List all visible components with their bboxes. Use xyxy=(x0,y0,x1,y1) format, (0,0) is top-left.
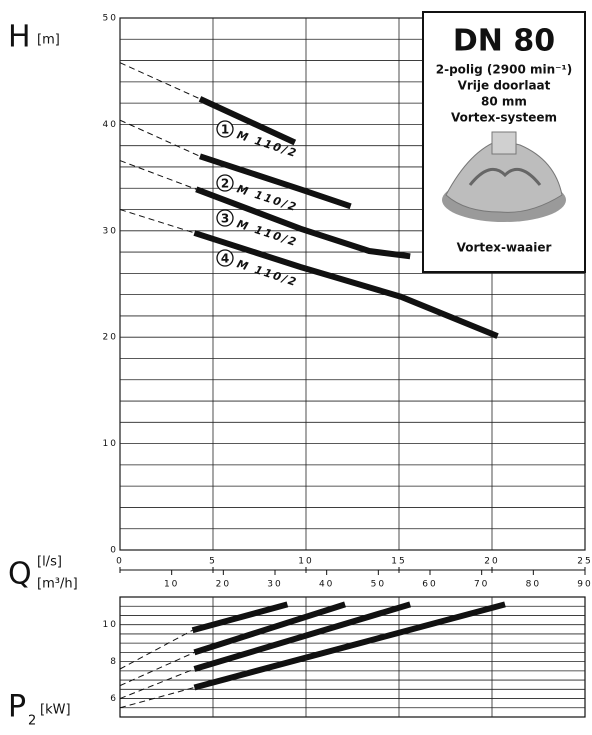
impeller-image xyxy=(442,131,566,222)
curve-number: 2 xyxy=(221,177,229,191)
h-label: H xyxy=(8,20,31,55)
curve xyxy=(199,153,352,210)
y-tick-label: 8 xyxy=(110,657,118,667)
y-tick-label: 10 xyxy=(103,620,118,630)
info-caption: Vortex-waaier xyxy=(457,241,552,255)
x2-tick-label: 80 xyxy=(526,580,541,590)
curve xyxy=(198,96,297,146)
p-label: P xyxy=(8,690,26,725)
x-tick-label: 15 xyxy=(391,557,406,567)
y-tick-label: 30 xyxy=(103,226,118,236)
x2-tick-label: 70 xyxy=(474,580,489,590)
info-box: DN 80 2-polig (2900 min⁻¹) Vrije doorlaa… xyxy=(422,11,586,273)
x2-tick-label: 60 xyxy=(422,580,437,590)
x-tick-label: 0 xyxy=(116,557,124,567)
q-unit-m3h: [m³/h] xyxy=(37,577,78,592)
extrapolation xyxy=(119,209,195,234)
curve-name: M 110/2 xyxy=(235,128,299,160)
y-tick-label: 50 xyxy=(103,14,118,24)
curve xyxy=(195,186,411,260)
curve-number-ring xyxy=(216,249,234,267)
x-tick-label: 10 xyxy=(298,557,313,567)
curve-number-ring xyxy=(216,120,234,138)
info-line: Vortex-systeem xyxy=(451,111,557,125)
x-tick-label: 25 xyxy=(577,557,592,567)
x2-tick-label: 10 xyxy=(164,580,179,590)
x2-tick-label: 90 xyxy=(577,580,592,590)
q-unit-ls: [l/s] xyxy=(37,555,62,570)
curve-number: 3 xyxy=(221,212,229,226)
extrapolation xyxy=(119,651,195,687)
x-tick-label: 20 xyxy=(484,557,499,567)
info-line: 2-polig (2900 min⁻¹) xyxy=(436,63,572,77)
curve-number-ring xyxy=(216,174,234,192)
y-tick-label: 10 xyxy=(103,439,118,449)
extrapolation xyxy=(119,160,197,190)
x2-tick-label: 40 xyxy=(319,580,334,590)
x2-tick-label: 30 xyxy=(267,580,282,590)
curve xyxy=(193,601,346,656)
curve-number-ring xyxy=(216,209,234,227)
x-tick-label: 5 xyxy=(209,557,217,567)
y-tick-label: 40 xyxy=(103,120,118,130)
curve xyxy=(193,601,506,691)
p-sub: 2 xyxy=(28,714,36,729)
curve xyxy=(193,230,499,339)
info-line: Vrije doorlaat xyxy=(458,79,551,93)
extrapolation xyxy=(119,629,193,670)
y-tick-label: 0 xyxy=(110,546,118,556)
info-line: 80 mm xyxy=(481,95,527,109)
extrapolation xyxy=(119,686,195,709)
y-tick-label: 20 xyxy=(103,333,118,343)
extrapolation xyxy=(119,668,195,700)
y-tick-label: 6 xyxy=(110,694,118,704)
curve xyxy=(191,601,289,634)
h-unit: [m] xyxy=(37,33,60,48)
curve-number: 4 xyxy=(221,252,229,266)
x2-tick-label: 20 xyxy=(216,580,231,590)
curve-number: 1 xyxy=(221,123,229,137)
x2-tick-label: 50 xyxy=(371,580,386,590)
extrapolation xyxy=(119,62,201,100)
q-label: Q xyxy=(8,557,32,592)
plot-frame xyxy=(119,596,586,718)
p-unit: [kW] xyxy=(40,703,71,718)
info-title: DN 80 xyxy=(453,24,555,59)
extrapolation xyxy=(119,119,201,157)
curve xyxy=(193,601,412,672)
